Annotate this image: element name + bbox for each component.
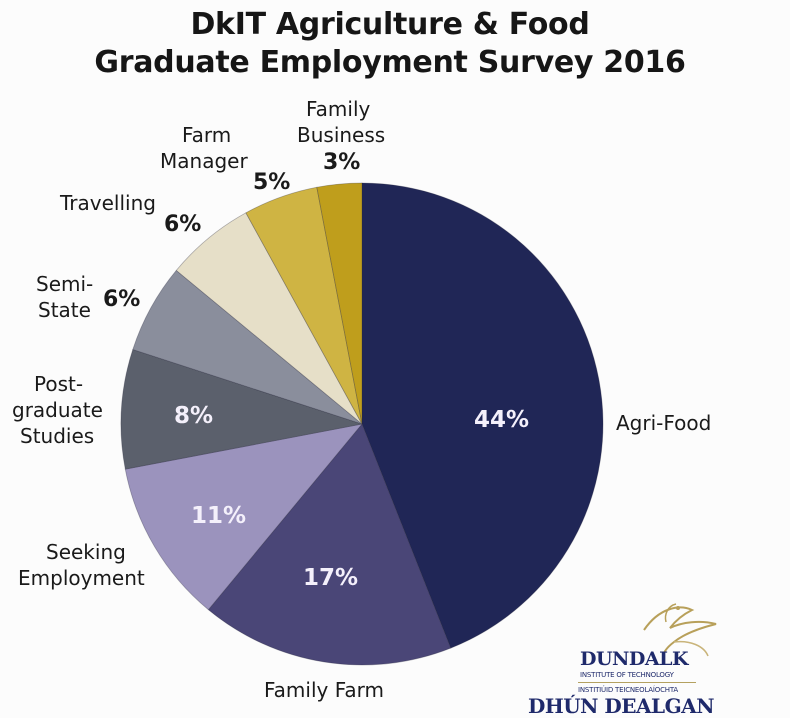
label-farm-manager-1: Farm — [182, 123, 232, 147]
pie-slice-agri-food — [361, 182, 604, 649]
label-family-business-1: Family — [306, 97, 371, 121]
chart-title-line1: DkIT Agriculture & Food — [190, 7, 590, 42]
phoenix-icon — [643, 603, 717, 659]
pct-family-business: 3% — [323, 150, 361, 175]
label-semi-2: State — [38, 298, 91, 322]
pct-semi-state: 6% — [103, 287, 141, 312]
label-postgrad-3: Studies — [20, 424, 95, 448]
pie-slice-semi-state — [132, 269, 363, 425]
pie-slice-postgrad — [120, 349, 363, 470]
label-seeking-2: Employment — [18, 566, 145, 590]
pct-family-farm: 17% — [303, 565, 359, 591]
label-postgrad-1: Post- — [34, 372, 84, 396]
pie-slice-seeking — [124, 423, 364, 611]
pct-seeking: 11% — [191, 503, 247, 529]
pct-agri-food: 44% — [474, 407, 530, 433]
label-family-farm: Family Farm — [264, 678, 384, 702]
logo-dhun-dealgan: DHÚN DEALGAN — [528, 694, 714, 718]
pie-slice-family-farm — [207, 423, 452, 666]
chart-title-line2: Graduate Employment Survey 2016 — [94, 45, 686, 80]
logo-institute: INSTITUTE OF TECHNOLOGY — [580, 671, 674, 679]
logo-institiuid: INSTITIÚID TEICNEOLAÍOCHTA — [578, 686, 678, 694]
label-travelling: Travelling — [60, 191, 156, 215]
label-semi-1: Semi- — [36, 272, 94, 296]
label-seeking-1: Seeking — [46, 540, 126, 564]
dkit-logo: DUNDALK INSTITUTE OF TECHNOLOGY INSTITIÚ… — [528, 600, 774, 718]
pct-farm-manager: 5% — [253, 170, 291, 195]
pie-slice-farm-manager — [245, 186, 363, 425]
pie-slice-family-business — [316, 182, 363, 425]
pct-travelling: 6% — [164, 212, 202, 237]
label-family-business-2: Business — [297, 123, 386, 147]
label-postgrad-2: graduate — [12, 398, 103, 422]
label-farm-manager-2: Manager — [160, 149, 248, 173]
label-agri-food: Agri-Food — [616, 411, 712, 435]
pct-postgrad: 8% — [174, 403, 214, 429]
logo-divider — [578, 682, 696, 683]
pie-slice-travelling — [175, 212, 363, 425]
logo-dundalk: DUNDALK — [580, 648, 689, 670]
